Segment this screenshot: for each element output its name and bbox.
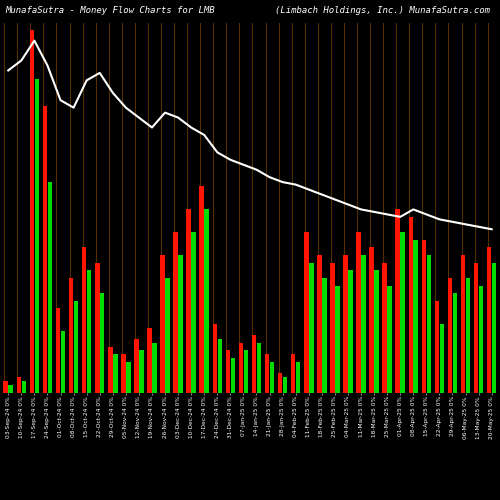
Bar bbox=[422, 240, 426, 392]
Bar bbox=[147, 328, 152, 392]
Bar bbox=[174, 232, 178, 392]
Bar bbox=[74, 301, 78, 392]
Bar bbox=[134, 339, 138, 392]
Bar bbox=[382, 262, 387, 392]
Bar bbox=[165, 278, 170, 392]
Bar bbox=[108, 346, 112, 393]
Bar bbox=[218, 339, 222, 392]
Bar bbox=[265, 354, 270, 393]
Bar bbox=[95, 262, 100, 392]
Bar bbox=[356, 232, 361, 392]
Bar bbox=[30, 30, 34, 393]
Bar bbox=[487, 248, 492, 392]
Bar bbox=[8, 385, 13, 392]
Bar bbox=[296, 362, 300, 392]
Bar bbox=[343, 255, 348, 392]
Bar bbox=[212, 324, 217, 392]
Bar bbox=[160, 255, 165, 392]
Bar bbox=[408, 217, 413, 392]
Bar bbox=[400, 232, 405, 392]
Bar bbox=[34, 80, 39, 392]
Bar bbox=[113, 354, 117, 393]
Bar bbox=[304, 232, 308, 392]
Bar bbox=[200, 186, 204, 392]
Bar bbox=[370, 248, 374, 392]
Bar bbox=[396, 209, 400, 392]
Bar bbox=[42, 106, 47, 393]
Bar bbox=[426, 255, 431, 392]
Bar bbox=[56, 308, 60, 392]
Bar bbox=[330, 262, 334, 392]
Bar bbox=[100, 293, 104, 392]
Bar bbox=[452, 293, 458, 392]
Bar bbox=[270, 362, 274, 392]
Bar bbox=[492, 262, 496, 392]
Bar bbox=[479, 286, 484, 393]
Bar bbox=[461, 255, 466, 392]
Bar bbox=[448, 278, 452, 392]
Bar bbox=[466, 278, 470, 392]
Bar bbox=[440, 324, 444, 392]
Bar bbox=[283, 377, 288, 392]
Bar bbox=[16, 377, 21, 392]
Bar bbox=[256, 343, 262, 392]
Bar bbox=[22, 381, 26, 392]
Text: MunafaSutra - Money Flow Charts for LMB: MunafaSutra - Money Flow Charts for LMB bbox=[5, 6, 214, 15]
Bar bbox=[278, 374, 282, 392]
Bar bbox=[87, 270, 92, 392]
Bar bbox=[192, 232, 196, 392]
Bar bbox=[121, 354, 126, 393]
Bar bbox=[82, 248, 86, 392]
Bar bbox=[474, 262, 478, 392]
Bar bbox=[139, 350, 143, 393]
Bar bbox=[414, 240, 418, 392]
Bar bbox=[230, 358, 235, 392]
Bar bbox=[244, 350, 248, 393]
Bar bbox=[60, 332, 66, 392]
Bar bbox=[204, 209, 209, 392]
Bar bbox=[348, 270, 352, 392]
Bar bbox=[152, 343, 156, 392]
Bar bbox=[69, 278, 73, 392]
Bar bbox=[374, 270, 379, 392]
Bar bbox=[186, 209, 191, 392]
Bar bbox=[48, 182, 52, 392]
Bar bbox=[434, 301, 439, 392]
Bar bbox=[252, 335, 256, 392]
Bar bbox=[361, 255, 366, 392]
Bar bbox=[388, 286, 392, 393]
Bar bbox=[317, 255, 322, 392]
Bar bbox=[309, 262, 314, 392]
Bar bbox=[126, 362, 130, 392]
Bar bbox=[291, 354, 296, 393]
Text: (Limbach Holdings, Inc.) MunafaSutra.com: (Limbach Holdings, Inc.) MunafaSutra.com bbox=[275, 6, 490, 15]
Bar bbox=[238, 343, 243, 392]
Bar bbox=[322, 278, 326, 392]
Bar bbox=[4, 381, 8, 392]
Bar bbox=[178, 255, 183, 392]
Bar bbox=[226, 350, 230, 393]
Bar bbox=[335, 286, 340, 393]
